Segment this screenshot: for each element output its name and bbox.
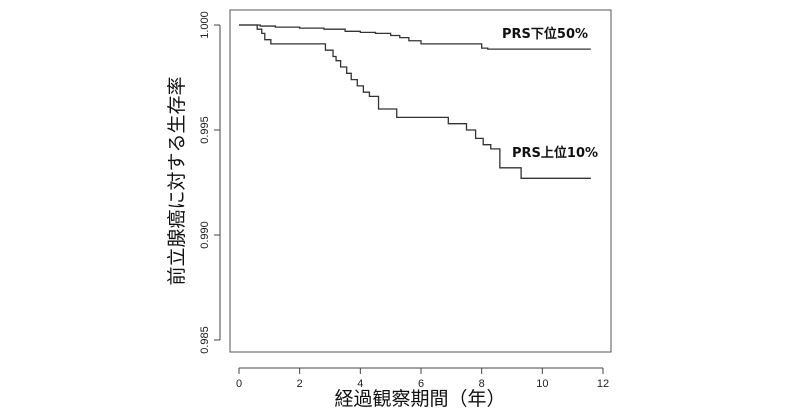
x-tick-label: 4 xyxy=(357,378,363,390)
series-line-0 xyxy=(239,24,591,50)
y-axis-title: 前立腺癌に対する生存率 xyxy=(166,76,188,285)
series-layer xyxy=(239,24,591,179)
x-tick-label: 6 xyxy=(418,378,424,390)
x-axis: 0 2 4 6 8 10 12 xyxy=(236,367,609,390)
x-tick-label: 0 xyxy=(236,378,242,390)
x-tick-label: 10 xyxy=(536,378,548,390)
y-tick-label: 0.985 xyxy=(199,326,211,354)
series-label-low-50: PRS下位50% xyxy=(502,26,588,42)
y-tick-label: 0.995 xyxy=(199,116,211,144)
series-line-1 xyxy=(239,24,591,179)
series-label-top-10: PRS上位10% xyxy=(512,145,598,161)
x-tick-label: 8 xyxy=(479,378,485,390)
x-tick-label: 12 xyxy=(597,378,609,390)
y-tick-label: 0.990 xyxy=(199,221,211,249)
x-axis-title: 経過観察期間（年） xyxy=(334,388,505,410)
plot-frame xyxy=(229,9,612,353)
y-tick-label: 1.000 xyxy=(199,11,211,39)
x-tick-label: 2 xyxy=(297,378,303,390)
y-axis: 0.985 0.990 0.995 1.000 xyxy=(199,11,221,354)
